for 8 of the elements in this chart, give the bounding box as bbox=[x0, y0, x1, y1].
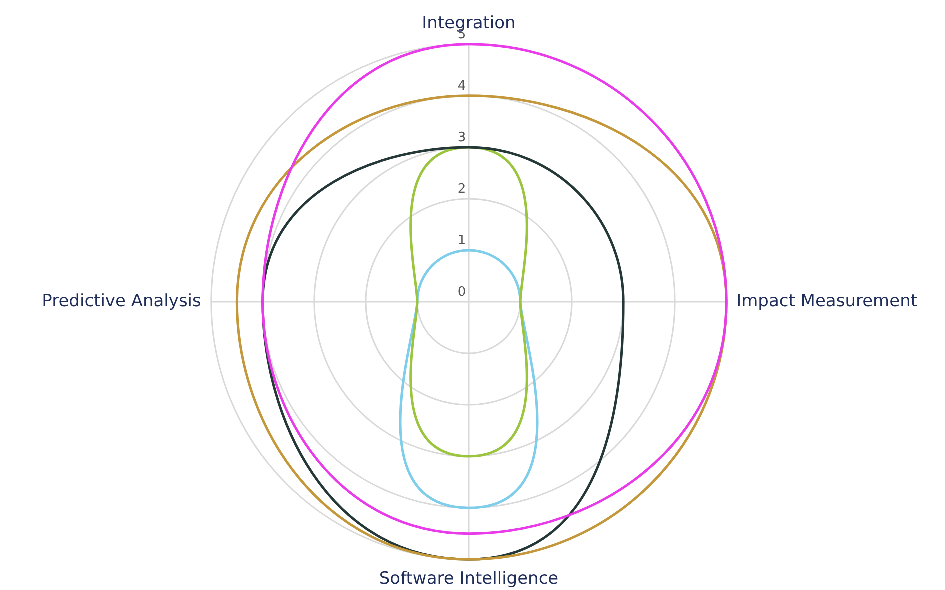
spoke-label: Predictive Analysis bbox=[42, 291, 202, 312]
y-tick-label: 4 bbox=[458, 78, 466, 94]
y-tick-label: 2 bbox=[458, 182, 466, 197]
spoke-label: Software Intelligence bbox=[379, 569, 559, 590]
spoke-label: Impact Measurement bbox=[736, 291, 918, 312]
y-tick-label: 0 bbox=[458, 284, 466, 300]
y-tick-label: 3 bbox=[458, 130, 466, 146]
y-tick-label: 1 bbox=[458, 233, 466, 248]
